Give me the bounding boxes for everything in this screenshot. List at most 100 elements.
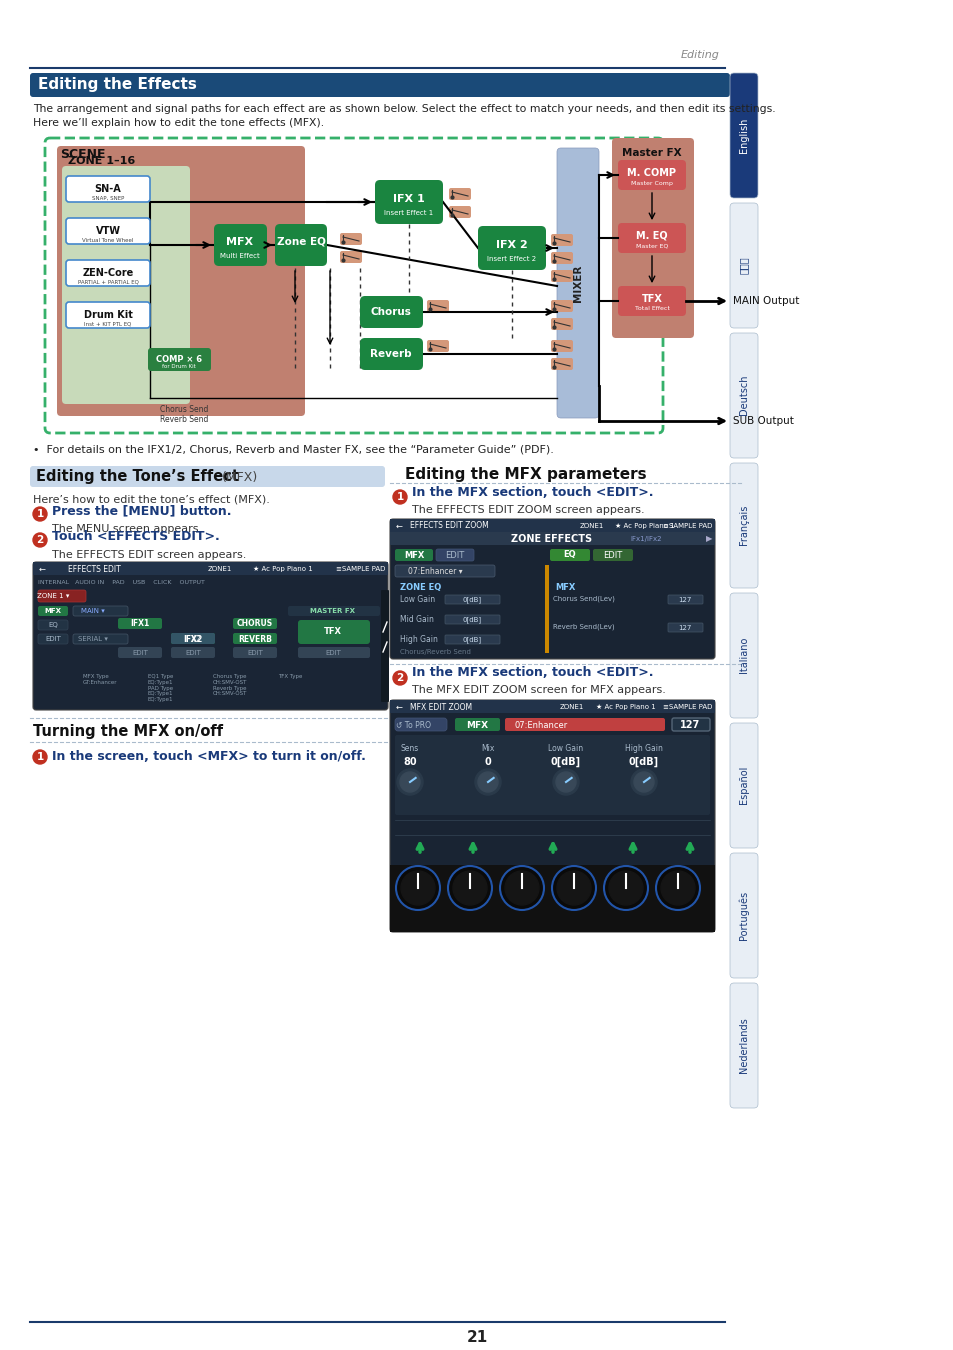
FancyBboxPatch shape: [390, 701, 714, 713]
Text: The MFX EDIT ZOOM screen for MFX appears.: The MFX EDIT ZOOM screen for MFX appears…: [412, 684, 665, 695]
Text: The EFFECTS EDIT screen appears.: The EFFECTS EDIT screen appears.: [52, 549, 246, 560]
FancyBboxPatch shape: [33, 562, 388, 710]
Text: ▶: ▶: [705, 535, 711, 544]
FancyBboxPatch shape: [66, 217, 150, 244]
Text: MFX: MFX: [45, 608, 61, 614]
Circle shape: [553, 769, 578, 795]
FancyBboxPatch shape: [33, 562, 388, 575]
FancyBboxPatch shape: [38, 606, 68, 616]
Text: 127: 127: [678, 625, 691, 630]
FancyBboxPatch shape: [729, 593, 758, 718]
Circle shape: [556, 772, 576, 792]
FancyBboxPatch shape: [729, 73, 758, 198]
FancyBboxPatch shape: [66, 261, 150, 286]
Text: English: English: [739, 117, 748, 153]
FancyBboxPatch shape: [618, 286, 685, 316]
FancyBboxPatch shape: [62, 166, 190, 404]
Circle shape: [630, 769, 657, 795]
Circle shape: [504, 871, 538, 904]
Text: M. COMP: M. COMP: [627, 167, 676, 178]
Text: ≡SAMPLE PAD: ≡SAMPLE PAD: [335, 566, 385, 572]
FancyBboxPatch shape: [551, 270, 573, 282]
FancyBboxPatch shape: [38, 590, 86, 602]
FancyBboxPatch shape: [380, 590, 389, 702]
Text: Turning the MFX on/off: Turning the MFX on/off: [33, 724, 223, 738]
FancyBboxPatch shape: [444, 634, 499, 644]
Text: IFX2: IFX2: [183, 634, 202, 644]
Text: EFFECTS EDIT ZOOM: EFFECTS EDIT ZOOM: [410, 521, 488, 531]
Text: Here we’ll explain how to edit the tone effects (MFX).: Here we’ll explain how to edit the tone …: [33, 117, 324, 128]
FancyBboxPatch shape: [427, 340, 449, 352]
Text: Master FX: Master FX: [621, 148, 681, 158]
FancyBboxPatch shape: [544, 566, 548, 653]
FancyBboxPatch shape: [551, 340, 573, 352]
Text: ZONE 1 ▾: ZONE 1 ▾: [37, 593, 70, 599]
FancyBboxPatch shape: [171, 647, 214, 657]
FancyBboxPatch shape: [390, 518, 714, 532]
Text: Total Effect: Total Effect: [634, 306, 669, 312]
FancyBboxPatch shape: [288, 606, 379, 616]
FancyBboxPatch shape: [729, 983, 758, 1108]
Text: 127: 127: [679, 720, 700, 730]
Circle shape: [399, 772, 419, 792]
Text: Chorus Send: Chorus Send: [160, 405, 208, 414]
Text: 07:Enhancer ▾: 07:Enhancer ▾: [407, 567, 462, 575]
Text: ↺ To PRO: ↺ To PRO: [395, 721, 431, 729]
FancyBboxPatch shape: [551, 319, 573, 329]
Text: Sens: Sens: [400, 744, 418, 753]
Text: 0[dB]: 0[dB]: [628, 757, 659, 767]
FancyBboxPatch shape: [297, 620, 370, 644]
Text: MAIN Output: MAIN Output: [732, 296, 799, 306]
Text: 2: 2: [36, 535, 44, 545]
Circle shape: [656, 865, 700, 910]
Text: SN-A: SN-A: [94, 184, 121, 194]
Text: Reverb Send(Lev): Reverb Send(Lev): [553, 622, 614, 629]
Text: MFX: MFX: [465, 721, 488, 729]
Text: Chorus: Chorus: [370, 306, 411, 317]
Text: Chorus/Reverb Send: Chorus/Reverb Send: [399, 649, 471, 655]
Text: Editing the Tone’s Effect: Editing the Tone’s Effect: [36, 470, 244, 485]
FancyBboxPatch shape: [73, 634, 128, 644]
Text: Reverb Send: Reverb Send: [160, 414, 208, 424]
Text: Deutsch: Deutsch: [739, 375, 748, 416]
Text: MFX: MFX: [555, 583, 575, 593]
Text: TFX: TFX: [640, 294, 661, 304]
Circle shape: [393, 671, 407, 684]
FancyBboxPatch shape: [729, 724, 758, 848]
Text: Multi Effect: Multi Effect: [220, 252, 259, 259]
Circle shape: [33, 508, 47, 521]
FancyBboxPatch shape: [118, 618, 162, 629]
Circle shape: [634, 772, 654, 792]
Text: 0: 0: [484, 757, 491, 767]
Text: In the screen, touch <MFX> to turn it on/off.: In the screen, touch <MFX> to turn it on…: [52, 751, 366, 764]
Text: Inst + KIT PTL EQ: Inst + KIT PTL EQ: [84, 321, 132, 327]
Text: EQ: EQ: [563, 551, 576, 559]
Text: Press the [MENU] button.: Press the [MENU] button.: [52, 505, 232, 517]
Text: SCENE: SCENE: [60, 148, 106, 161]
FancyBboxPatch shape: [390, 701, 714, 931]
Circle shape: [660, 871, 695, 904]
FancyBboxPatch shape: [551, 358, 573, 370]
Circle shape: [557, 871, 590, 904]
Text: Zone EQ: Zone EQ: [276, 238, 325, 247]
Text: Editing: Editing: [680, 50, 720, 59]
Text: 21: 21: [466, 1331, 487, 1346]
Text: Editing the MFX parameters: Editing the MFX parameters: [405, 467, 646, 482]
Text: 80: 80: [403, 757, 416, 767]
Text: ←: ←: [39, 564, 46, 574]
FancyBboxPatch shape: [359, 338, 422, 370]
FancyBboxPatch shape: [395, 734, 709, 815]
Text: 0[dB]: 0[dB]: [462, 617, 481, 624]
Text: ★ Ac Pop Piano 1: ★ Ac Pop Piano 1: [596, 703, 655, 710]
Text: PARTIAL + PARTIAL EQ: PARTIAL + PARTIAL EQ: [77, 279, 138, 285]
Text: Master EQ: Master EQ: [635, 243, 667, 248]
FancyBboxPatch shape: [118, 647, 162, 657]
FancyBboxPatch shape: [427, 300, 449, 312]
Text: 07:Enhancer: 07:Enhancer: [515, 721, 568, 729]
Text: High Gain: High Gain: [399, 634, 437, 644]
Text: EDIT: EDIT: [602, 551, 622, 559]
Text: The EFFECTS EDIT ZOOM screen appears.: The EFFECTS EDIT ZOOM screen appears.: [412, 505, 644, 514]
FancyBboxPatch shape: [395, 549, 433, 562]
Text: ZONE EFFECTS: ZONE EFFECTS: [511, 535, 592, 544]
Text: MFX Type
GT:Enhancer: MFX Type GT:Enhancer: [83, 674, 117, 684]
